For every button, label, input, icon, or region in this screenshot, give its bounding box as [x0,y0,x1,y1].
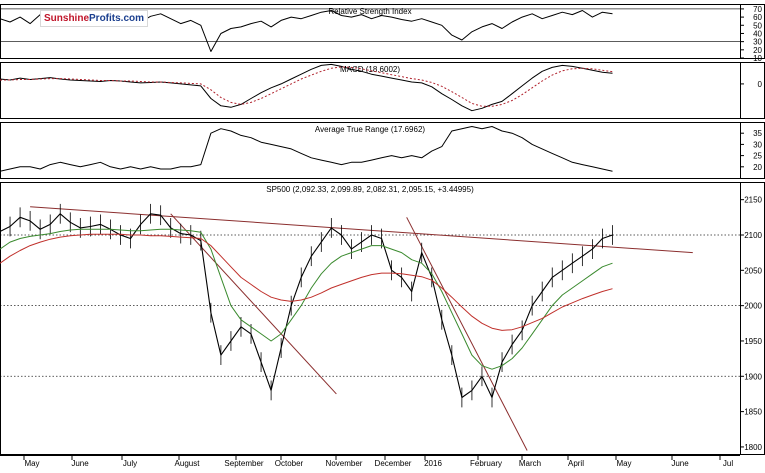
y-tick-label: 35 [753,129,762,138]
panel-title: SP500 (2,092.33, 2,099.89, 2,082.31, 2,0… [266,185,474,194]
y-tick-label: 1800 [744,443,762,452]
series-line [0,63,613,112]
logo-text-part1: Sunshine [44,13,90,24]
trend-line [30,206,693,254]
y-tick-label: 30 [753,38,762,47]
y-tick-label: 0 [758,80,763,89]
logo-text-part2: Profits.com [89,13,145,24]
price-line [0,213,613,399]
x-tick-label: March [519,459,541,468]
x-tick-label: December [375,459,412,468]
x-tick-label: April [568,459,584,468]
panel-3: 20 25 30 35 Average True Range (17.6962) [0,122,765,179]
panel-2: 0 MACD (18.6002) [0,62,765,119]
panel-frame [0,182,765,455]
y-tick-label: 70 [753,5,762,14]
y-tick-label: 1950 [744,337,762,346]
y-tick-label: 1900 [744,372,762,381]
y-tick-label: 25 [753,152,762,161]
x-tick-label: November [326,459,363,468]
y-tick-label: 60 [753,13,762,22]
brand-logo: SunshineProfits.com [40,10,149,27]
moving-average-long [0,233,613,331]
moving-average-short [0,228,613,370]
x-tick-label: October [275,459,304,468]
x-tick-label: August [175,459,201,468]
y-tick-label: 2100 [744,231,762,240]
y-tick-label: 50 [753,21,762,30]
x-tick-label: 2016 [424,459,442,468]
trend-line [406,217,528,451]
x-tick-label: July [123,459,137,468]
y-tick-label: 20 [753,163,762,172]
x-tick-label: May [616,459,631,468]
trend-line [170,213,337,395]
panel-title: Relative Strength Index [328,7,411,16]
x-tick-label: June [671,459,689,468]
panel-4: 1800 1850 1900 1950 2000 2050 2100 2150 SP500 (2… [0,182,765,455]
signal-line [0,66,613,107]
y-tick-label: 2150 [744,196,762,205]
panel-title: MACD (18.6002) [340,65,400,74]
x-tick-label: Jul [723,459,733,468]
y-tick-label: 1850 [744,408,762,417]
y-tick-label: 40 [753,29,762,38]
panel-title: Average True Range (17.6962) [315,125,425,134]
x-tick-label: February [470,459,502,468]
y-tick-label: 10 [753,54,762,63]
x-tick-label: September [224,459,263,468]
series-line [0,126,613,172]
x-axis: May June July August September October Novembe… [0,455,740,468]
x-tick-label: May [24,459,39,468]
y-tick-label: 2050 [744,266,762,275]
y-tick-label: 20 [753,46,762,55]
y-tick-label: 30 [753,140,762,149]
x-tick-label: June [71,459,89,468]
y-tick-label: 2000 [744,302,762,311]
